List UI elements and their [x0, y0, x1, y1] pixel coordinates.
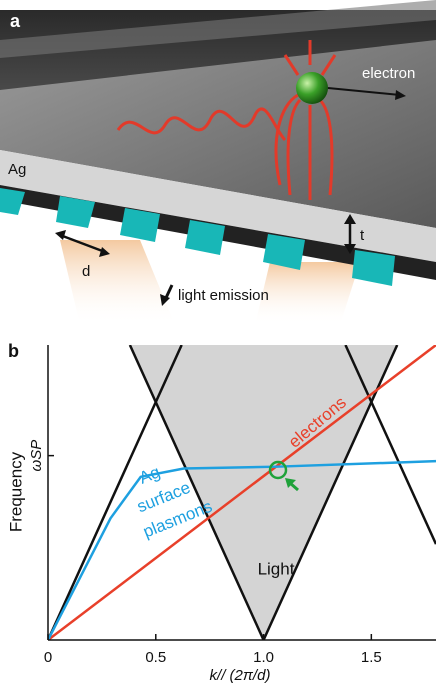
x-tick-label: 0 — [44, 649, 52, 666]
y-tick-label: ωSP — [28, 440, 45, 472]
panel-a: a electron Ag d t light emission — [0, 0, 436, 325]
emission-label: light emission — [178, 287, 269, 304]
electron-label: electron — [362, 65, 415, 82]
metal-label: Ag — [8, 161, 26, 178]
plot-area — [48, 345, 436, 640]
x-axis-label: k// (2π/d) — [210, 667, 271, 684]
x-tick-label: 1.5 — [361, 649, 382, 666]
panel-label: b — [8, 341, 19, 361]
plasmons-label: Ag — [136, 462, 162, 487]
panel-label: a — [10, 11, 21, 31]
x-tick-label: 1.0 — [253, 649, 274, 666]
period-label: d — [82, 263, 90, 280]
y-axis-label: Frequency — [6, 451, 25, 532]
figure: a electron Ag d t light emission b k// (… — [0, 0, 436, 689]
series-line — [345, 345, 436, 544]
light-label: Light — [258, 559, 295, 578]
x-tick-label: 0.5 — [145, 649, 166, 666]
